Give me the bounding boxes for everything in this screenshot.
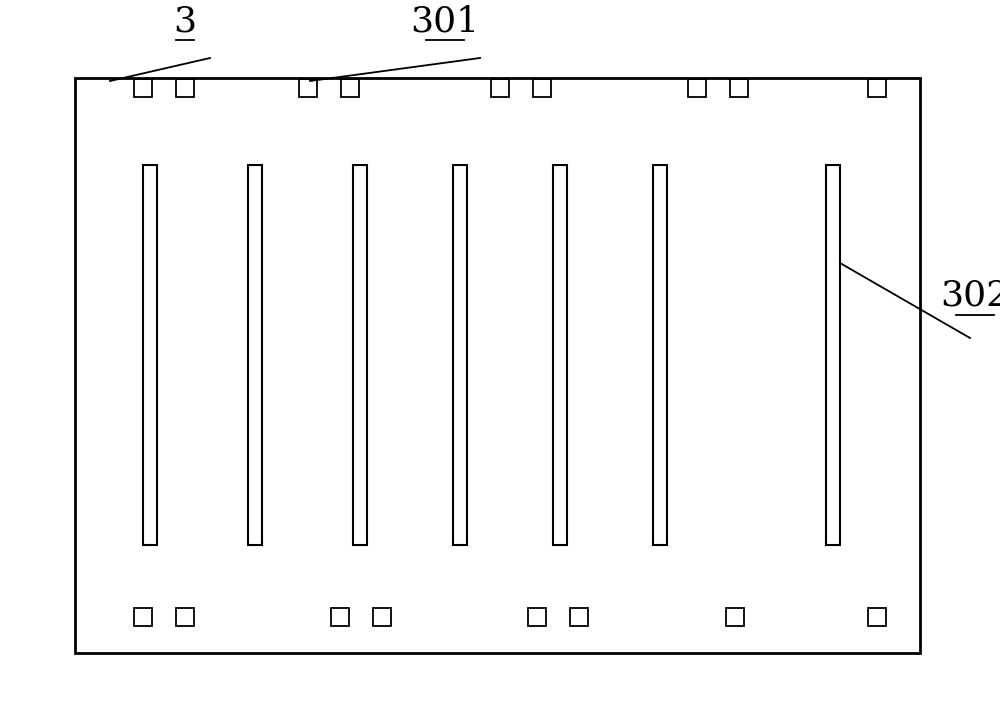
Bar — [868, 608, 886, 626]
Bar — [533, 79, 551, 97]
Bar — [730, 79, 748, 97]
Bar — [453, 165, 467, 545]
Bar — [528, 608, 546, 626]
Bar — [134, 79, 152, 97]
Bar — [341, 79, 359, 97]
Bar — [826, 165, 840, 545]
Bar — [331, 608, 349, 626]
Bar — [491, 79, 509, 97]
Bar — [134, 608, 152, 626]
Bar — [653, 165, 667, 545]
Bar — [570, 608, 588, 626]
Bar — [248, 165, 262, 545]
Bar — [299, 79, 317, 97]
Bar — [688, 79, 706, 97]
Bar — [176, 608, 194, 626]
Bar — [143, 165, 157, 545]
Bar — [176, 79, 194, 97]
Text: 3: 3 — [173, 4, 197, 38]
Bar — [553, 165, 567, 545]
Bar — [353, 165, 367, 545]
Bar — [373, 608, 391, 626]
Text: 301: 301 — [410, 4, 480, 38]
Bar — [75, 78, 920, 653]
Bar — [726, 608, 744, 626]
Bar — [868, 79, 886, 97]
Text: 302: 302 — [940, 279, 1000, 313]
